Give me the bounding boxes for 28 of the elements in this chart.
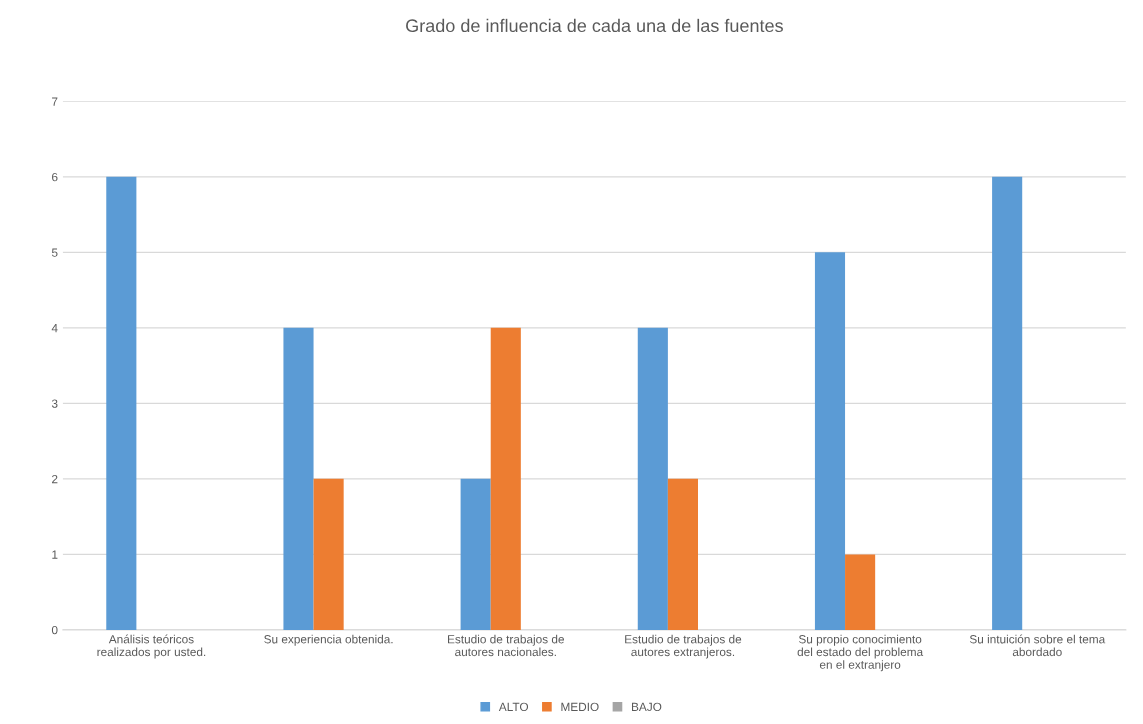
bar bbox=[313, 478, 344, 630]
chart-title: Grado de influencia de cada una de las fuentes bbox=[406, 18, 783, 33]
legend-label: MEDIO bbox=[561, 702, 599, 712]
x-tick-label: Análisis teóricos realizados por usted. bbox=[97, 634, 206, 659]
bar bbox=[637, 327, 668, 630]
x-tick-label: Estudio de trabajos de autores nacionales. bbox=[448, 634, 564, 657]
x-tick-label: Estudio de trabajos de autores extranjeros. bbox=[625, 634, 742, 659]
y-tick-label: 2 bbox=[52, 474, 58, 484]
bar bbox=[460, 478, 491, 630]
legend-label: ALTO bbox=[498, 702, 529, 712]
y-tick-label: 3 bbox=[51, 399, 58, 408]
y-tick-label: 0 bbox=[51, 625, 58, 635]
y-tick-label: 6 bbox=[52, 172, 58, 182]
legend-label: BAJO bbox=[632, 702, 662, 712]
bar bbox=[814, 252, 846, 630]
bar bbox=[845, 554, 876, 630]
y-tick-label: 7 bbox=[52, 97, 58, 106]
x-tick-label: Su propio conocimiento del estado del problema en el extranjero bbox=[797, 634, 924, 672]
bar bbox=[667, 478, 698, 630]
y-tick-label: 1 bbox=[52, 550, 58, 559]
bar bbox=[106, 176, 137, 630]
bar bbox=[490, 327, 521, 630]
y-tick-label: 5 bbox=[51, 248, 58, 257]
bar bbox=[992, 176, 1023, 630]
x-tick-label: Su intuición sobre el tema abordado bbox=[969, 634, 1106, 657]
y-tick-label: 4 bbox=[51, 324, 58, 333]
x-tick-label: Su experiencia obtenida. bbox=[264, 634, 393, 646]
bar bbox=[283, 327, 314, 630]
